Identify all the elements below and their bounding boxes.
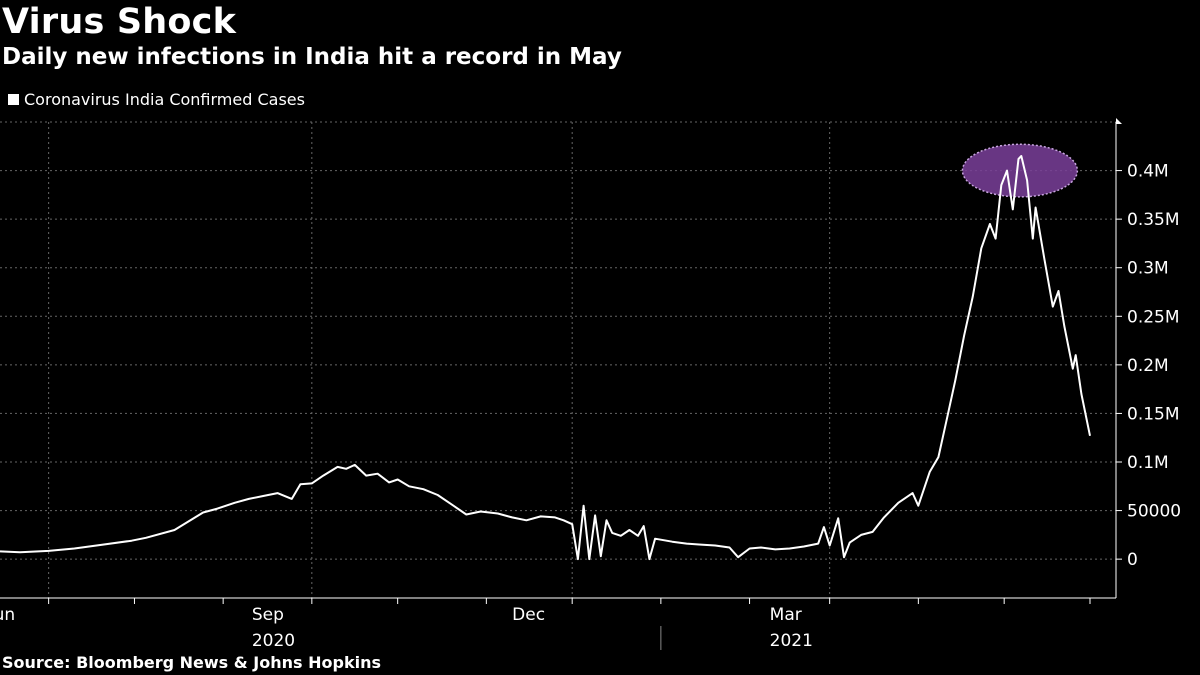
y-tick-label: 0.3M — [1127, 259, 1169, 279]
y-tick-label: 0.35M — [1127, 210, 1180, 230]
y-tick-label: 50000 — [1127, 502, 1181, 522]
chart-title: Virus Shock — [2, 2, 237, 42]
legend-label: Coronavirus India Confirmed Cases — [24, 90, 305, 109]
peak-highlight-ellipse — [961, 143, 1079, 198]
chart-subtitle: Daily new infections in India hit a reco… — [2, 44, 622, 70]
y-tick-label: 0.2M — [1127, 356, 1169, 376]
y-tick-label: 0.25M — [1127, 307, 1180, 327]
x-year-label: 2020 — [252, 631, 295, 651]
tick-labels: 0 50000 0.1M 0.15M 0.2M 0.25M 0.3M 0.35M 0.4M Jun… — [0, 162, 1181, 651]
legend-swatch — [8, 94, 19, 105]
y-axis-arrow — [1116, 118, 1122, 124]
series-line — [0, 155, 1091, 561]
grid-lines — [0, 121, 1116, 598]
x-tick-label: Mar — [770, 605, 802, 625]
axes — [0, 118, 1122, 650]
y-tick-label: 0 — [1127, 550, 1138, 570]
y-tick-label: 0.15M — [1127, 404, 1180, 424]
source-note: Source: Bloomberg News & Johns Hopkins — [2, 653, 381, 672]
y-tick-label: 0.4M — [1127, 162, 1169, 182]
annotation-layer — [961, 143, 1079, 198]
legend: Coronavirus India Confirmed Cases — [8, 90, 305, 109]
x-tick-label: Jun — [0, 605, 15, 625]
x-year-label: 2021 — [770, 631, 813, 651]
x-tick-label: Dec — [512, 605, 545, 625]
y-tick-label: 0.1M — [1127, 453, 1169, 473]
series-layer — [0, 155, 1091, 561]
x-tick-label: Sep — [252, 605, 284, 625]
